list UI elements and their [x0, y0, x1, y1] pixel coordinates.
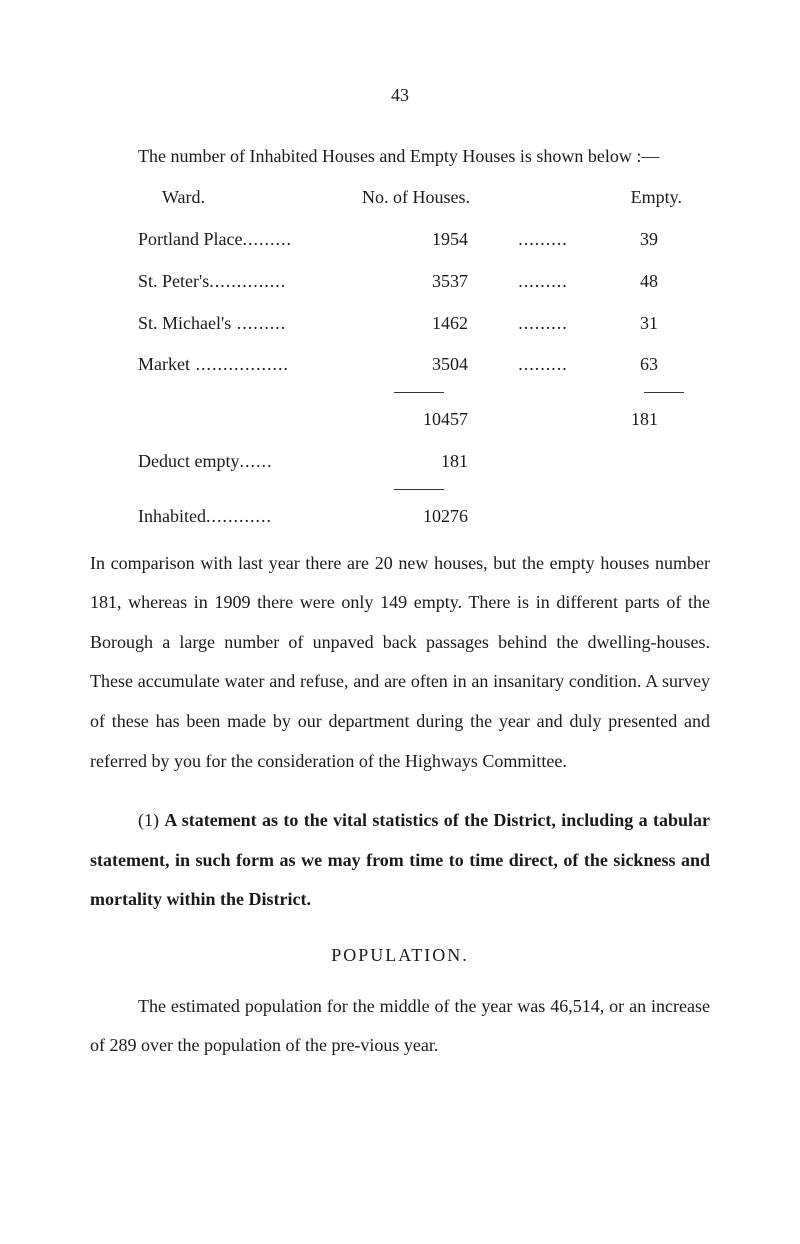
- page-number: 43: [90, 80, 710, 111]
- intro-paragraph: The number of Inhabited Houses and Empty…: [90, 141, 710, 172]
- header-ward: Ward.: [138, 179, 362, 217]
- body-paragraph-1: In comparison with last year there are 2…: [90, 544, 710, 782]
- table-row: St. Michael's ......... 1462 ......... 3…: [138, 305, 710, 343]
- body-paragraph-2: The estimated population for the middle …: [90, 987, 710, 1066]
- page-content: 43 The number of Inhabited Houses and Em…: [0, 0, 800, 1134]
- deduct-value: 181: [338, 443, 498, 481]
- ward-cell: Market .................: [138, 346, 338, 384]
- deduct-label: Deduct empty......: [138, 443, 338, 481]
- population-heading: POPULATION.: [90, 940, 710, 971]
- ward-cell: St. Michael's .........: [138, 305, 338, 343]
- houses-cell: 3504: [338, 346, 498, 384]
- houses-table: Ward. No. of Houses. Empty. Portland Pla…: [138, 179, 710, 535]
- houses-cell: 1462: [338, 305, 498, 343]
- empty-cell: 63: [588, 346, 658, 384]
- statement-bold: A statement as to the vital statistics o…: [90, 810, 710, 909]
- dots-cell: .........: [498, 221, 588, 259]
- ward-cell: St. Peter's..............: [138, 263, 338, 301]
- ward-cell: Portland Place.........: [138, 221, 338, 259]
- deduct-row: Deduct empty...... 181: [138, 443, 710, 481]
- subtotal-empty: 181: [588, 401, 658, 439]
- table-header-row: Ward. No. of Houses. Empty.: [138, 179, 710, 217]
- header-houses: No. of Houses.: [362, 179, 522, 217]
- rule-row: [138, 485, 710, 494]
- inhabited-value: 10276: [338, 498, 498, 536]
- table-row: St. Peter's.............. 3537 .........…: [138, 263, 710, 301]
- statement-prefix: (1): [138, 810, 164, 830]
- empty-cell: 39: [588, 221, 658, 259]
- subtotal-row: 10457 181: [138, 401, 710, 439]
- empty-cell: 48: [588, 263, 658, 301]
- houses-cell: 1954: [338, 221, 498, 259]
- inhabited-label: Inhabited............: [138, 498, 338, 536]
- rule-row: [138, 388, 710, 397]
- dots-cell: .........: [498, 305, 588, 343]
- dots-cell: .........: [498, 346, 588, 384]
- empty-cell: 31: [588, 305, 658, 343]
- dots-cell: .........: [498, 263, 588, 301]
- subtotal-rule-2: [644, 392, 684, 393]
- houses-cell: 3537: [338, 263, 498, 301]
- statement-paragraph: (1) A statement as to the vital statisti…: [90, 801, 710, 920]
- inhabited-rule: [394, 489, 444, 490]
- table-row: Portland Place......... 1954 ......... 3…: [138, 221, 710, 259]
- subtotal-rule-1: [394, 392, 444, 393]
- header-empty: Empty.: [522, 179, 682, 217]
- subtotal-houses: 10457: [338, 401, 498, 439]
- inhabited-row: Inhabited............ 10276: [138, 498, 710, 536]
- table-row: Market ................. 3504 ......... …: [138, 346, 710, 384]
